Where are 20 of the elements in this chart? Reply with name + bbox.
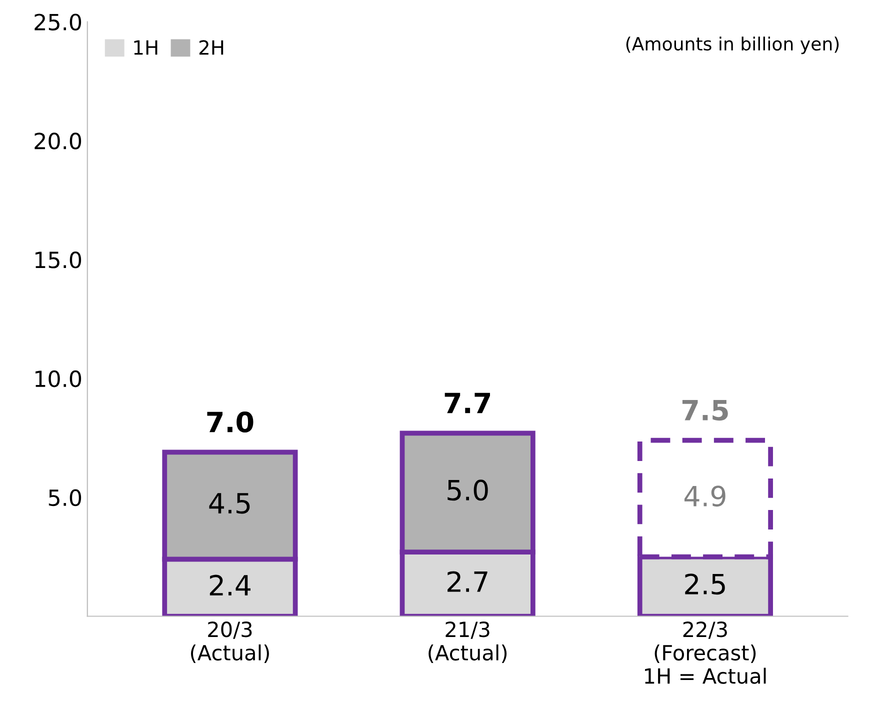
y-tick-label: 20.0 xyxy=(34,132,82,150)
total-label: 7.7 xyxy=(444,392,490,414)
y-tick-label: 15.0 xyxy=(36,252,82,268)
data-label: 4.9 xyxy=(684,486,726,507)
data-label: 5.0 xyxy=(448,480,488,501)
data-label: 4.5 xyxy=(209,493,250,514)
data-label: 2.4 xyxy=(210,574,250,596)
legend-label: 1H xyxy=(134,40,158,55)
data-label: 2.5 xyxy=(685,574,725,595)
total-label: 7.0 xyxy=(207,412,254,433)
y-tick-label: 25.0 xyxy=(34,14,82,31)
legend-label: 2H xyxy=(199,40,224,55)
y-tick-label: 5.0 xyxy=(48,489,82,506)
y-tick-label: 10.0 xyxy=(36,370,82,388)
total-label: 7.5 xyxy=(682,400,728,421)
data-label: 2.7 xyxy=(448,571,488,592)
x-tick-label: 21/3 (Actual) xyxy=(428,621,507,664)
x-tick-label: 20/3 (Actual) xyxy=(191,621,269,664)
x-tick-label: 22/3 (Forecast) 1H = Actual xyxy=(645,621,766,684)
annotation: (Amounts in billion yen) xyxy=(626,36,839,54)
